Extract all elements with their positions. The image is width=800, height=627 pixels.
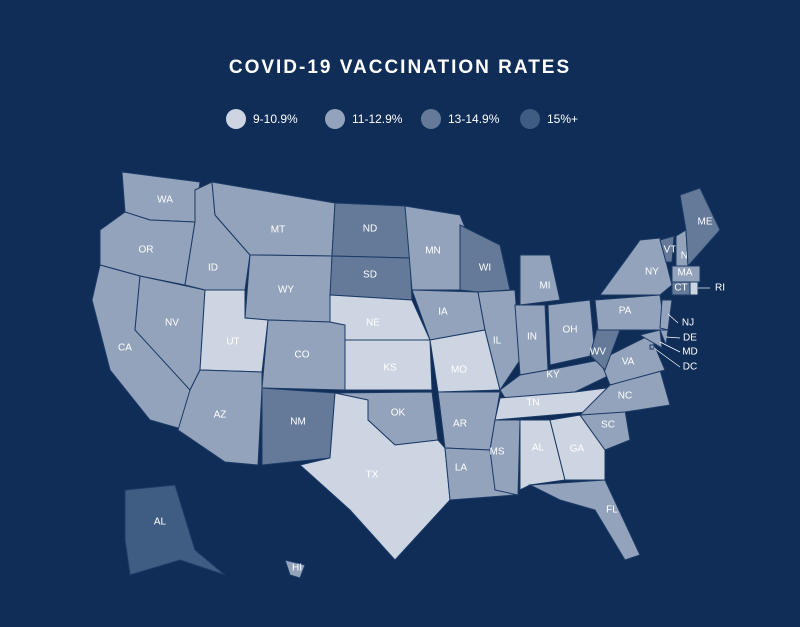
- state: [477, 289, 521, 392]
- state-label: AR: [453, 419, 467, 430]
- state-label: WY: [278, 285, 294, 296]
- legend-swatch: [226, 109, 246, 129]
- state-label: ND: [363, 224, 377, 235]
- state-label: MD: [682, 347, 698, 358]
- state: [689, 281, 699, 296]
- state-label: MT: [271, 225, 285, 236]
- state-label: NM: [290, 417, 306, 428]
- state: [599, 334, 666, 386]
- state: [177, 369, 263, 466]
- state-label: NY: [645, 267, 659, 278]
- legend-label: 9-10.9%: [253, 112, 298, 126]
- legend-label: 11-12.9%: [352, 112, 403, 126]
- state: [659, 235, 675, 263]
- state-label: OH: [563, 325, 578, 336]
- state-label: MI: [539, 281, 550, 292]
- state-label: MO: [451, 365, 467, 376]
- state-label: NJ: [682, 318, 694, 329]
- state-label: AL: [532, 443, 545, 454]
- state-label: OK: [391, 408, 406, 419]
- state-label: NC: [618, 391, 632, 402]
- state-label: GA: [570, 444, 585, 455]
- state-label: IL: [493, 336, 502, 347]
- state: [679, 187, 721, 268]
- state-label: PA: [619, 306, 632, 317]
- state-label: ME: [698, 217, 713, 228]
- state: [284, 559, 306, 579]
- state-label: VT: [664, 245, 677, 256]
- state-label: DC: [683, 362, 697, 373]
- state-label: WI: [479, 263, 491, 274]
- state: [489, 419, 521, 496]
- state-label: MN: [425, 246, 441, 257]
- state: [659, 329, 669, 347]
- state-label: AZ: [214, 410, 227, 421]
- state: [649, 344, 655, 350]
- state-label: SC: [601, 420, 615, 431]
- map-title: COVID-19 VACCINATION RATES: [229, 57, 571, 78]
- legend-label: 15%+: [547, 112, 578, 126]
- state: [638, 329, 663, 349]
- leader-line: [659, 341, 681, 353]
- state-label: OR: [139, 245, 154, 256]
- state: [671, 265, 701, 283]
- legend-swatch: [520, 109, 540, 129]
- state: [344, 339, 433, 391]
- state-label: NV: [165, 318, 179, 329]
- state-label: DE: [683, 333, 697, 344]
- state-label: MS: [490, 447, 505, 458]
- state-label: HI: [292, 563, 302, 574]
- state-label: CT: [674, 283, 687, 294]
- state-label: CO: [295, 350, 310, 361]
- state-label: CA: [118, 343, 132, 354]
- state-label: FL: [606, 505, 618, 516]
- state-label: IA: [438, 307, 448, 318]
- state-label: NE: [366, 318, 380, 329]
- state-label: VA: [622, 357, 635, 368]
- state-label: WV: [590, 347, 606, 358]
- state-label: WA: [157, 195, 173, 206]
- legend-label: 13-14.9%: [448, 112, 500, 126]
- state: [437, 391, 501, 451]
- state-label: LA: [455, 463, 468, 474]
- state: [124, 484, 226, 576]
- state-label: RI: [715, 283, 725, 294]
- state: [528, 479, 641, 561]
- state: [519, 254, 561, 306]
- state-label: TX: [366, 470, 379, 481]
- state-label: KS: [383, 363, 397, 374]
- state-label: TN: [526, 398, 539, 409]
- state-label: IN: [527, 332, 537, 343]
- state-label: UT: [226, 337, 239, 348]
- legend-swatch: [325, 109, 345, 129]
- leader-line: [653, 347, 681, 368]
- legend-swatch: [421, 109, 441, 129]
- state-label: ID: [208, 263, 218, 274]
- leader-line: [665, 336, 681, 339]
- state-label: AL: [154, 517, 167, 528]
- state-label: SD: [363, 270, 377, 281]
- state-label: MA: [678, 268, 693, 279]
- leader-line: [667, 313, 679, 324]
- state-label: KY: [546, 370, 560, 381]
- state: [519, 419, 566, 491]
